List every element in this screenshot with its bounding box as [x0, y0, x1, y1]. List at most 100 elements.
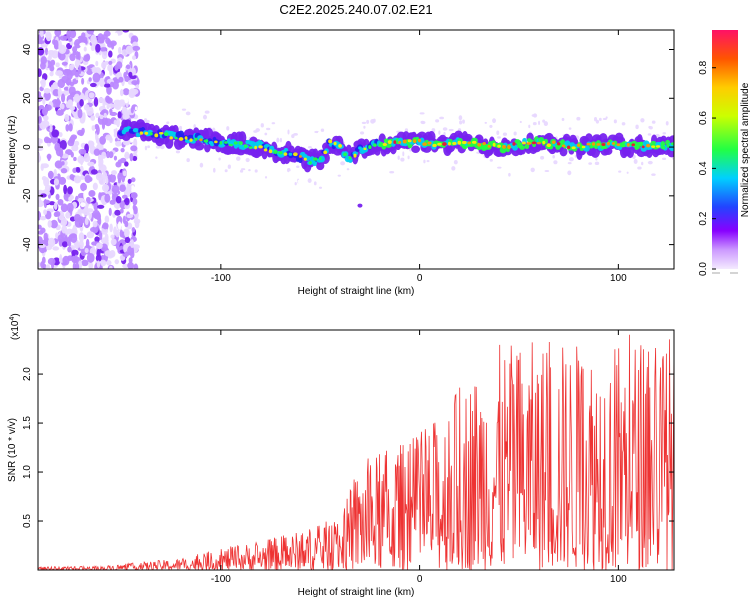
heatmap-blob-920 [193, 124, 196, 129]
heatmap-blob-1796 [417, 138, 422, 143]
snr-xlabel: Height of straight line (km) [298, 587, 415, 598]
spectrogram-ylabel: Frequency (Hz) [7, 116, 18, 185]
heatmap-blob-1764 [258, 145, 263, 149]
heatmap-blob-1139 [291, 134, 295, 139]
spectrogram-xlabel: Height of straight line (km) [298, 286, 415, 297]
heatmap-blob-1750 [189, 138, 193, 142]
heatmap-blob-213 [113, 103, 120, 109]
heatmap-blob-857 [78, 148, 87, 155]
heatmap-blob-1823 [552, 140, 556, 144]
heatmap-blob-866 [74, 71, 80, 78]
heatmap-blob-1345 [411, 145, 421, 153]
snr-y-tick-label-3: 2.0 [22, 367, 33, 381]
heatmap-blob-687 [108, 265, 113, 269]
heatmap-blob-955 [651, 173, 656, 176]
colorbar: 0.0 0.2 0.4 0.6 0.8 Normalized spectral ampl… [698, 30, 750, 276]
heatmap-blob-591 [110, 124, 118, 129]
heatmap-blob-833 [88, 92, 95, 99]
heatmap-blob-952 [294, 181, 297, 186]
heatmap-blob-1027 [538, 120, 541, 126]
heatmap-blob-1802 [447, 141, 451, 146]
heatmap-blob-803 [72, 262, 77, 269]
snr-series-line [38, 334, 674, 570]
heatmap-blob-931 [402, 119, 407, 123]
heatmap-blob-860 [53, 211, 59, 217]
heatmap-blob-822 [43, 209, 47, 215]
heatmap-blob-274 [108, 207, 112, 217]
heatmap-blob-1036 [236, 156, 241, 161]
heatmap-blob-1777 [323, 150, 328, 155]
heatmap-blob-416 [88, 261, 94, 269]
heatmap-blob-968 [594, 161, 600, 166]
heatmap-blob-1006 [210, 160, 215, 165]
heatmap-blob-1108 [407, 155, 410, 160]
heatmap-blob-1514 [132, 127, 139, 133]
heatmap-blob-1782 [348, 156, 352, 160]
heatmap-blob-681 [51, 129, 59, 138]
heatmap-blob-762 [40, 56, 47, 65]
heatmap-blob-826 [130, 239, 135, 248]
heatmap-blob-1155 [513, 131, 517, 136]
heatmap-blob-961 [426, 160, 430, 163]
heatmap-blob-149 [122, 263, 129, 269]
heatmap-blob-781 [69, 30, 77, 39]
heatmap-blob-650 [134, 220, 140, 229]
heatmap-blob-414 [52, 246, 60, 251]
heatmap-blob-728 [87, 161, 95, 167]
heatmap-blob-360 [97, 204, 105, 209]
heatmap-blob-1813 [502, 144, 507, 149]
heatmap-blob-831 [104, 250, 112, 257]
heatmap-blob-24 [95, 60, 99, 67]
heatmap-blob-1840 [636, 145, 640, 149]
heatmap-blob-1045 [605, 116, 608, 119]
heatmap-blob-1810 [487, 144, 491, 148]
heatmap-blob-1026 [202, 154, 207, 158]
heatmap-blob-734 [117, 172, 122, 181]
heatmap-blob-1055 [567, 170, 572, 176]
heatmap-blob-1012 [553, 160, 558, 165]
heatmap-blob-1799 [432, 143, 437, 148]
heatmap-blob-1060 [224, 169, 228, 173]
heatmap-blob-1114 [227, 164, 231, 169]
heatmap-blob-491 [81, 259, 89, 267]
heatmap-blob-766 [40, 78, 46, 88]
heatmap-blob-767 [44, 184, 51, 192]
heatmap-blob-655 [124, 237, 131, 244]
heatmap-blob-363 [116, 215, 123, 225]
spectrogram-x-ticks: -100 0 100 [211, 30, 627, 284]
heatmap-blob-1801 [442, 142, 447, 146]
heatmap-blob-1759 [233, 141, 238, 145]
heatmap-blob-40 [92, 182, 98, 191]
heatmap-blob-1780 [338, 143, 342, 148]
heatmap-blob-787 [54, 160, 63, 169]
snr-panel: -100 0 100 0.5 1.0 1.5 2.0 Height of straight… [7, 313, 675, 598]
heatmap-blob-1791 [393, 140, 397, 144]
heatmap-blob-991 [335, 159, 339, 164]
heatmap-blob-751 [58, 176, 67, 185]
heatmap-blob-1533 [178, 130, 185, 137]
heatmap-blob-791 [130, 106, 134, 114]
heatmap-blob-973 [532, 122, 537, 126]
heatmap-blob-850 [67, 186, 73, 195]
heatmap-blob-606 [126, 213, 134, 219]
spectrogram-y-tick-label-3: 20 [22, 92, 33, 104]
heatmap-blob-815 [91, 66, 97, 74]
heatmap-blob-835 [122, 30, 130, 33]
heatmap-blob-1755 [214, 140, 218, 144]
heatmap-blob-764 [49, 71, 54, 77]
heatmap-blob-966 [561, 117, 565, 121]
heatmap-blob-1805 [461, 140, 467, 145]
heatmap-blob-595 [130, 88, 139, 95]
heatmap-blob-445 [98, 77, 105, 88]
heatmap-blob-547 [38, 236, 43, 245]
heatmap-blob-656 [68, 64, 74, 71]
heatmap-blob-523 [38, 36, 43, 45]
heatmap-blob-1747 [174, 136, 178, 140]
heatmap-blob-798 [38, 110, 41, 117]
heatmap-blob-1768 [278, 151, 283, 155]
heatmap-blob-1827 [571, 146, 576, 150]
heatmap-blob-1069 [276, 137, 280, 143]
heatmap-blob-720 [133, 138, 138, 148]
heatmap-blob-476 [55, 62, 60, 68]
heatmap-blob-776 [45, 264, 51, 269]
